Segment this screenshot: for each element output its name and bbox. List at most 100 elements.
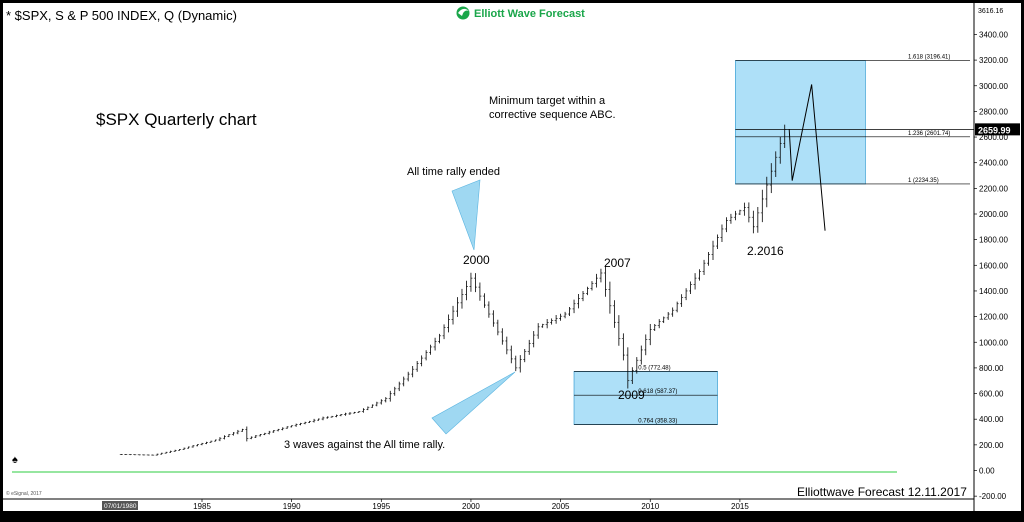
ohlc-bar	[469, 272, 473, 292]
ohlc-bars	[119, 124, 787, 456]
ohlc-bar	[339, 414, 343, 417]
ohlc-bar	[411, 366, 415, 378]
label-2000: 2000	[463, 253, 490, 267]
footer-label: Elliottwave Forecast 12.11.2017	[797, 485, 967, 499]
ohlc-bar	[693, 273, 697, 290]
ohlc-bar	[464, 280, 468, 301]
ohlc-bar	[751, 210, 755, 234]
ohlc-bar	[747, 202, 751, 223]
ohlc-bar	[648, 323, 652, 346]
x-start-label: 07/01/1980	[104, 503, 137, 510]
y-tick-label: 800.00	[979, 364, 1004, 373]
y-tick-label: 3200.00	[979, 56, 1008, 65]
symbol-title: * $SPX, S & P 500 INDEX, Q (Dynamic)	[6, 8, 237, 23]
ohlc-bar	[536, 323, 540, 339]
ohlc-bar	[684, 288, 688, 301]
ohlc-bar	[178, 448, 182, 451]
ohlc-bar	[644, 334, 648, 356]
ohlc-bar	[151, 454, 155, 456]
ohlc-bar	[707, 252, 711, 266]
y-tick-label: 1000.00	[979, 338, 1008, 347]
fib-label-0.5: 0.5 (772.48)	[638, 365, 670, 371]
label-2007: 2007	[604, 256, 631, 270]
x-tick-label: 1990	[283, 502, 301, 511]
ohlc-bar	[334, 414, 338, 418]
last-price-tag	[975, 123, 1020, 136]
fib-label-0.618: 0.618 (587.37)	[638, 389, 677, 395]
ohlc-bar	[330, 415, 334, 418]
x-tick-label: 1995	[372, 502, 390, 511]
ohlc-bar	[240, 428, 244, 432]
ohlc-bar	[209, 440, 213, 443]
ohlc-bar	[191, 445, 195, 448]
ohlc-bar	[563, 311, 567, 319]
y-tick-label: 2200.00	[979, 184, 1008, 193]
x-tick-label: 2015	[731, 502, 749, 511]
ohlc-bar	[585, 286, 589, 296]
ohlc-bar	[142, 454, 146, 456]
x-start-tag	[102, 501, 138, 510]
x-tick-label: 2000	[462, 502, 480, 511]
ohlc-bar	[343, 412, 347, 416]
ohlc-bar	[778, 136, 782, 164]
ohlc-bar	[675, 301, 679, 313]
ohlc-bar	[666, 312, 670, 320]
ohlc-bar	[733, 210, 737, 221]
callout-triangles	[431, 179, 516, 435]
fib-label-1: 1 (2234.35)	[908, 178, 939, 184]
y-tick-label: 200.00	[979, 441, 1004, 450]
ohlc-bar	[326, 416, 330, 419]
projection-line	[788, 84, 826, 231]
y-tick-label: 1800.00	[979, 236, 1008, 245]
ohlc-bar	[541, 323, 545, 328]
ohlc-bar	[715, 234, 719, 250]
ohlc-bar	[630, 367, 634, 384]
ohlc-bar	[379, 399, 383, 405]
y-tick-label: -200.00	[979, 492, 1007, 501]
y-tick-label: 3400.00	[979, 30, 1008, 39]
ohlc-bar	[626, 347, 630, 389]
ohlc-bar	[361, 408, 365, 413]
ohlc-bar	[550, 318, 554, 325]
target-zone-0	[735, 60, 866, 185]
ohlc-bar	[164, 451, 168, 454]
ohlc-bar	[711, 240, 715, 260]
ohlc-bar	[348, 412, 352, 415]
ohlc-bar	[133, 454, 137, 456]
ohlc-bar	[406, 371, 410, 382]
ohlc-bar	[236, 429, 240, 435]
ohlc-bar	[505, 336, 509, 355]
ohlc-bar	[415, 360, 419, 372]
ohlc-bar	[119, 454, 123, 455]
ohlc-bar	[420, 355, 424, 367]
y-tick-label: 2400.00	[979, 159, 1008, 168]
ohlc-bar	[308, 420, 312, 423]
ohlc-bar	[137, 454, 141, 456]
fib-levels: 1.618 (3196.41) 1.236 (2601.74) 1 (2234.35…	[574, 55, 970, 425]
ohlc-bar	[657, 319, 661, 329]
ohlc-bar	[671, 307, 675, 317]
ohlc-bar	[245, 426, 249, 442]
chart-title: $SPX Quarterly chart	[96, 110, 257, 129]
y-tick-label: 1600.00	[979, 261, 1008, 270]
ohlc-bar	[196, 444, 200, 447]
ohlc-bar	[742, 202, 746, 216]
x-tick-label: 1985	[193, 502, 211, 511]
ohlc-bar	[124, 454, 128, 456]
y-tick-label: 1200.00	[979, 313, 1008, 322]
ohlc-bar	[724, 217, 728, 233]
ohlc-bar	[769, 163, 773, 194]
ohlc-bar	[402, 376, 406, 387]
ohlc-bar	[509, 345, 513, 364]
ohlc-bar	[581, 291, 585, 302]
ohlc-bar	[617, 315, 621, 346]
ohlc-bar	[276, 428, 280, 432]
brand-swoosh-icon	[458, 8, 469, 16]
fib-label-0.764: 0.764 (358.33)	[638, 419, 677, 425]
ohlc-bar	[532, 331, 536, 348]
ohlc-bar	[375, 401, 379, 407]
ohlc-bar	[639, 345, 643, 365]
y-tick-label: 2600.00	[979, 133, 1008, 142]
label-2016: 2.2016	[747, 244, 784, 258]
